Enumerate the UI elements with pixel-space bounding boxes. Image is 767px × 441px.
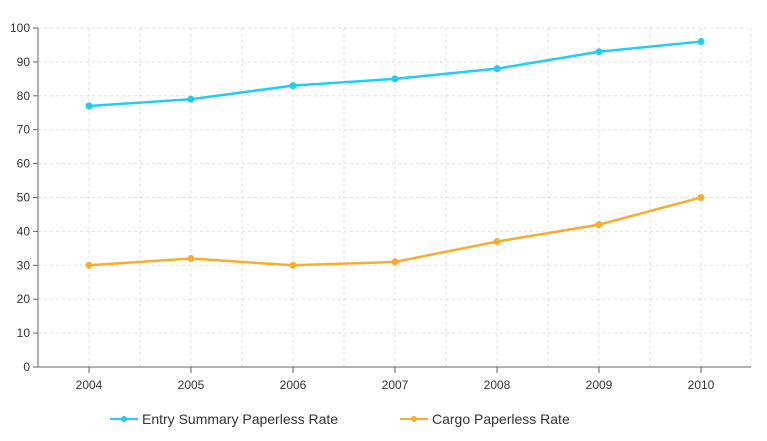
y-tick-label-1: 10 (17, 326, 31, 340)
y-tick-label-4: 40 (17, 224, 31, 238)
data-point-0-2005[interactable] (187, 95, 195, 103)
axes: 0 10 20 30 40 50 60 70 80 90 100 2004 2005 2006 2007 20… (10, 21, 751, 392)
series-0 (85, 38, 705, 110)
legend-swatch-dot-0 (121, 416, 127, 422)
data-point-0-2006[interactable] (289, 82, 297, 90)
y-tick-label-2: 20 (17, 292, 31, 306)
x-tick-label-2010: 2010 (688, 378, 715, 392)
data-point-1-2010[interactable] (697, 194, 705, 201)
x-tick-label-2006: 2006 (280, 378, 307, 392)
data-point-0-2008[interactable] (493, 65, 501, 73)
y-tick-label-6: 60 (17, 157, 31, 171)
legend-item-1[interactable]: Cargo Paperless Rate (400, 411, 570, 427)
y-tick-label-8: 80 (17, 89, 31, 103)
y-tick-label-5: 50 (17, 191, 31, 205)
legend-swatch-dot-1 (411, 416, 417, 422)
grid (37, 27, 752, 367)
series-layer (85, 38, 705, 269)
data-point-0-2010[interactable] (697, 38, 705, 46)
y-tick-label-9: 90 (17, 55, 31, 69)
y-tick-label-7: 70 (17, 123, 31, 137)
y-tick-label-10: 100 (10, 21, 30, 35)
legend: Entry Summary Paperless Rate Cargo Paperl… (110, 411, 570, 427)
legend-label-1: Cargo Paperless Rate (432, 411, 570, 427)
x-tick-label-2005: 2005 (178, 378, 205, 392)
data-point-1-2005[interactable] (187, 255, 195, 263)
data-point-1-2007[interactable] (391, 258, 399, 266)
x-tick-label-2007: 2007 (382, 378, 409, 392)
data-point-1-2004[interactable] (85, 261, 93, 269)
legend-item-0[interactable]: Entry Summary Paperless Rate (110, 411, 338, 427)
data-point-1-2006[interactable] (289, 261, 297, 269)
legend-label-0: Entry Summary Paperless Rate (142, 411, 338, 427)
x-tick-label-2009: 2009 (586, 378, 613, 392)
data-point-0-2009[interactable] (595, 48, 603, 56)
x-tick-label-2008: 2008 (484, 378, 511, 392)
data-point-0-2004[interactable] (85, 102, 93, 110)
data-point-1-2008[interactable] (493, 238, 501, 246)
y-tick-label-3: 30 (17, 258, 31, 272)
data-point-0-2007[interactable] (391, 75, 399, 83)
x-tick-label-2004: 2004 (76, 378, 103, 392)
data-point-1-2009[interactable] (595, 221, 603, 229)
series-1 (85, 194, 705, 269)
y-tick-label-0: 0 (23, 360, 30, 374)
